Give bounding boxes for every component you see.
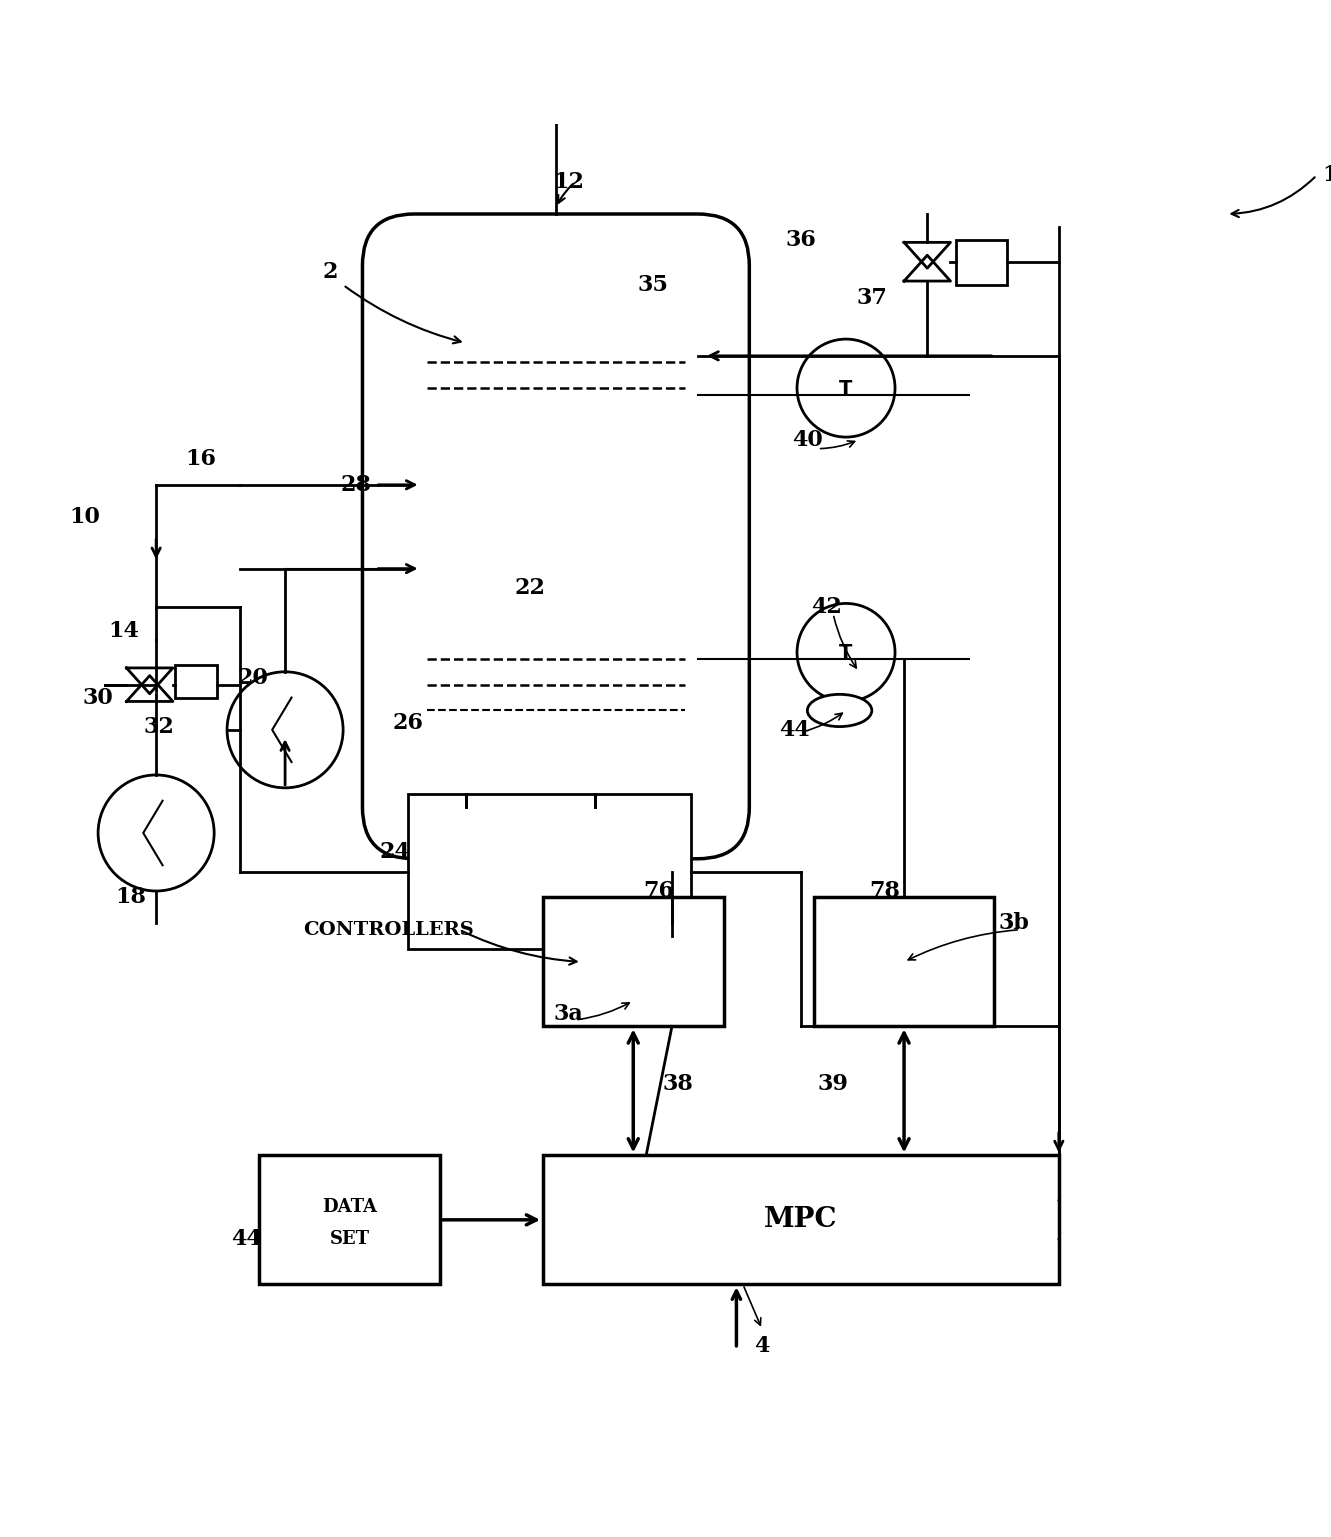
- Text: 32: 32: [144, 716, 174, 738]
- Text: 10: 10: [69, 506, 101, 529]
- Text: 38: 38: [663, 1073, 693, 1096]
- Bar: [543, 1156, 1058, 1285]
- Text: 1: 1: [1322, 164, 1331, 186]
- Bar: [176, 666, 217, 698]
- Bar: [813, 898, 994, 1027]
- Text: 14: 14: [108, 619, 140, 641]
- Bar: [956, 240, 1008, 284]
- Text: 30: 30: [83, 687, 113, 709]
- Text: 44: 44: [232, 1228, 262, 1250]
- Text: 24: 24: [379, 841, 410, 864]
- Text: 26: 26: [393, 712, 423, 735]
- Text: 16: 16: [186, 447, 217, 470]
- Text: 3b: 3b: [998, 913, 1029, 934]
- Bar: [260, 1156, 439, 1285]
- Bar: [543, 898, 724, 1027]
- Ellipse shape: [808, 695, 872, 727]
- Text: 35: 35: [638, 274, 668, 297]
- Text: DATA: DATA: [322, 1197, 377, 1216]
- FancyBboxPatch shape: [362, 214, 749, 859]
- Text: 78: 78: [869, 881, 900, 902]
- Text: 40: 40: [792, 429, 823, 450]
- Text: CONTROLLERS: CONTROLLERS: [303, 921, 474, 939]
- Circle shape: [797, 340, 894, 437]
- Text: 36: 36: [785, 229, 816, 251]
- Circle shape: [98, 775, 214, 891]
- Text: 18: 18: [114, 887, 146, 908]
- Text: 28: 28: [341, 473, 371, 496]
- Text: 39: 39: [817, 1073, 849, 1096]
- Text: T: T: [840, 642, 853, 662]
- Text: 12: 12: [554, 171, 584, 192]
- Text: 42: 42: [812, 596, 843, 618]
- Text: 2: 2: [322, 261, 338, 283]
- Text: 4: 4: [755, 1336, 769, 1357]
- Text: 20: 20: [237, 667, 269, 689]
- Circle shape: [228, 672, 343, 788]
- Bar: [407, 795, 691, 948]
- Text: SET: SET: [330, 1230, 370, 1248]
- Text: T: T: [840, 378, 853, 398]
- Text: 37: 37: [856, 287, 888, 309]
- Text: 44: 44: [779, 719, 809, 741]
- Text: 3a: 3a: [554, 1002, 584, 1025]
- Text: 76: 76: [644, 881, 675, 902]
- Circle shape: [797, 604, 894, 701]
- Text: MPC: MPC: [764, 1207, 837, 1233]
- Text: 22: 22: [515, 576, 546, 599]
